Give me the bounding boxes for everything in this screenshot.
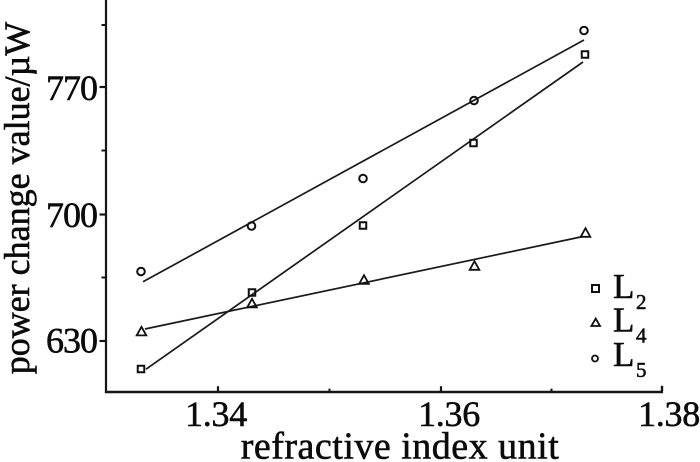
svg-text:L: L — [613, 335, 634, 374]
svg-text:630: 630 — [46, 321, 97, 361]
svg-text:4: 4 — [636, 324, 647, 348]
svg-text:refractive index unit: refractive index unit — [241, 426, 560, 462]
svg-text:770: 770 — [46, 68, 97, 108]
svg-text:5: 5 — [636, 358, 647, 382]
svg-text:power change value/µW: power change value/µW — [0, 22, 37, 375]
svg-text:1.36: 1.36 — [418, 394, 480, 434]
svg-text:L: L — [613, 301, 634, 340]
svg-text:700: 700 — [46, 195, 97, 235]
svg-text:L: L — [613, 267, 634, 306]
svg-text:2: 2 — [636, 290, 647, 314]
svg-text:1.34: 1.34 — [185, 394, 247, 434]
svg-text:1.38: 1.38 — [638, 394, 700, 434]
